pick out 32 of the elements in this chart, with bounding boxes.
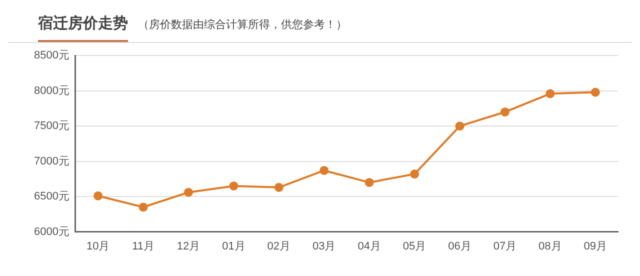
y-tick-label: 6500元	[34, 190, 70, 203]
x-tick-label: 07月	[493, 240, 517, 252]
point	[590, 88, 600, 97]
point	[229, 181, 238, 190]
point	[184, 188, 193, 197]
point	[274, 182, 284, 192]
point	[138, 202, 148, 212]
chart-title: 宿迁房价走势	[38, 8, 128, 42]
y-tick-label: 8000元	[34, 84, 70, 97]
point	[500, 107, 510, 116]
x-tick-label: 02月	[267, 240, 291, 252]
x-tick-label: 01月	[222, 240, 246, 252]
x-tick-label: 11月	[132, 240, 154, 252]
y-tick-label: 7500元	[34, 120, 70, 132]
x-tick-label: 12月	[176, 240, 200, 252]
x-tick-label: 03月	[312, 240, 336, 252]
chart-subtitle: （房价数据由综合计算所得，供您参考！）	[138, 17, 347, 32]
point	[410, 170, 420, 179]
x-tick-label: 06月	[448, 240, 472, 252]
point	[546, 89, 555, 98]
x-tick-label: 09月	[584, 240, 608, 252]
x-tick-label: 10月	[86, 240, 110, 252]
point	[320, 166, 329, 175]
x-tick-label: 04月	[358, 240, 381, 252]
x-tick-label: 05月	[402, 240, 426, 252]
y-tick-label: 6000元	[34, 226, 70, 238]
y-tick-label: 7000元	[34, 155, 70, 168]
y-tick-label: 8500元	[34, 50, 70, 62]
point	[94, 191, 103, 200]
point	[364, 178, 374, 187]
point	[455, 122, 464, 131]
x-tick-label: 08月	[538, 240, 562, 252]
